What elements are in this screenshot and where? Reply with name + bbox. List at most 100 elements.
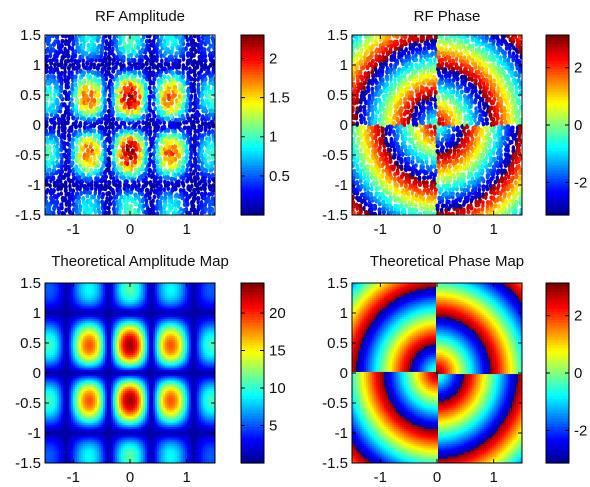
- scatter-point: [477, 182, 482, 189]
- scatter-point: [484, 125, 489, 131]
- scatter-point: [45, 164, 48, 170]
- scatter-point: [400, 151, 405, 157]
- scatter-point: [63, 35, 68, 39]
- heat-cell: [53, 344, 56, 348]
- scatter-point: [74, 41, 79, 47]
- scatter-point: [498, 207, 504, 213]
- scatter-point: [92, 121, 97, 127]
- heat-cell: [45, 412, 48, 415]
- scatter-point: [103, 178, 108, 184]
- scatter-point: [426, 175, 430, 180]
- scatter-point: [451, 35, 457, 40]
- scatter-point: [208, 62, 213, 68]
- scatter-point: [162, 78, 167, 84]
- scatter-point: [173, 57, 179, 64]
- scatter-point: [421, 69, 426, 76]
- scatter-point: [133, 140, 138, 146]
- heat-cell: [53, 348, 56, 352]
- scatter-point: [144, 107, 149, 114]
- scatter-point: [417, 115, 422, 121]
- scatter-point: [121, 63, 126, 69]
- scatter-point: [169, 113, 174, 119]
- heat-cell: [51, 450, 54, 454]
- heat-cell: [55, 369, 58, 373]
- scatter-point: [109, 144, 115, 150]
- scatter-point: [63, 109, 68, 116]
- scatter-point: [106, 117, 112, 124]
- scatter-point: [503, 93, 508, 99]
- heat-cell: [53, 359, 56, 362]
- heat-cell: [53, 304, 56, 307]
- scatter-point: [381, 64, 385, 70]
- scatter-point: [494, 112, 500, 118]
- scatter-point: [363, 129, 368, 135]
- scatter-point: [169, 54, 174, 60]
- colorbar-segment: [241, 119, 264, 123]
- scatter-point: [191, 195, 197, 202]
- heat-cell: [49, 283, 52, 286]
- scatter-point: [425, 69, 430, 75]
- scatter-point: [366, 164, 370, 169]
- scatter-point: [151, 117, 156, 123]
- scatter-point: [431, 155, 437, 161]
- heat-cell: [47, 435, 50, 439]
- colorbar-segment: [546, 147, 569, 151]
- scatter-point: [85, 167, 89, 173]
- colorbar-segment: [241, 122, 264, 126]
- scatter-point: [211, 133, 215, 139]
- scatter-point: [362, 152, 367, 158]
- scatter-point: [450, 211, 455, 215]
- scatter-point: [65, 53, 71, 59]
- scatter-point: [358, 152, 364, 159]
- scatter-point: [180, 168, 185, 174]
- scatter-point: [45, 101, 49, 107]
- scatter-point: [48, 53, 53, 59]
- panel-title-rf-amplitude: RF Amplitude: [94, 8, 186, 25]
- scatter-point: [392, 69, 397, 75]
- scatter-point: [381, 35, 386, 42]
- scatter-point: [211, 183, 215, 189]
- scatter-point: [103, 152, 108, 158]
- scatter-point: [51, 210, 56, 215]
- scatter-point: [144, 60, 149, 67]
- heat-cell: [47, 287, 50, 290]
- scatter-point: [65, 48, 70, 55]
- scatter-point: [175, 74, 179, 81]
- colorbar-segment: [546, 212, 569, 216]
- scatter-point: [493, 203, 498, 209]
- heat-cell: [51, 433, 54, 437]
- scatter-point: [99, 156, 105, 162]
- colorbar-segment: [546, 43, 569, 47]
- scatter-point: [199, 210, 205, 215]
- scatter-point: [100, 199, 105, 205]
- scatter-point: [117, 35, 122, 40]
- heat-cell: [55, 376, 58, 379]
- scatter-point: [147, 35, 152, 39]
- scatter-point: [81, 62, 86, 68]
- scatter-point: [111, 199, 117, 206]
- colorbar-segment: [546, 110, 569, 115]
- heat-cell: [55, 441, 58, 445]
- scatter-point: [511, 51, 516, 56]
- scatter-point: [191, 38, 196, 44]
- heat-cell: [55, 431, 58, 434]
- scatter-point: [158, 156, 163, 163]
- scatter-point: [510, 97, 516, 103]
- scatter-point: [413, 35, 418, 40]
- scatter-point: [515, 191, 520, 197]
- scatter-point: [495, 108, 500, 114]
- scatter-point: [514, 171, 518, 177]
- scatter-point: [181, 175, 186, 181]
- scatter-point: [518, 195, 522, 202]
- heat-cell: [49, 340, 52, 343]
- scatter-point: [376, 167, 381, 173]
- scatter-point: [399, 57, 404, 63]
- scatter-point: [447, 105, 452, 112]
- scatter-point: [358, 38, 363, 44]
- scatter-point: [191, 46, 197, 52]
- heat-cell: [49, 437, 52, 441]
- heat-cell: [47, 323, 50, 326]
- scatter-point: [92, 62, 97, 68]
- scatter-point: [484, 140, 489, 146]
- heat-cell: [47, 319, 50, 322]
